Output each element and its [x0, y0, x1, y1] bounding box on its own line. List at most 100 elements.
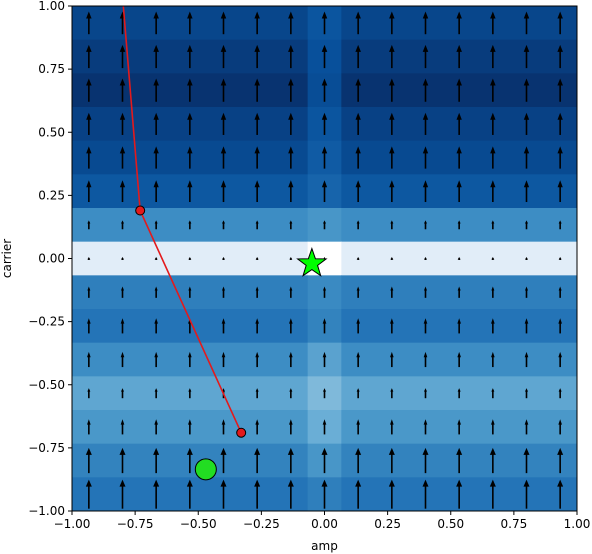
- arrow-head: [188, 419, 192, 425]
- arrow-head: [355, 112, 361, 120]
- arrow-head: [422, 78, 429, 86]
- quiver-arrow: [558, 220, 562, 230]
- quiver-arrow: [422, 146, 429, 169]
- arrow-head: [456, 44, 462, 52]
- quiver-arrow: [187, 44, 193, 69]
- quiver-arrow: [188, 256, 192, 261]
- arrow-head: [87, 419, 91, 425]
- quiver-arrow: [321, 447, 328, 474]
- arrow-head: [422, 146, 429, 154]
- quiver-arrow: [154, 318, 158, 334]
- quiver-arrow: [491, 318, 495, 334]
- arrow-head: [322, 318, 327, 324]
- quiver-arrow: [390, 351, 394, 368]
- arrow-head: [154, 318, 158, 324]
- quiver-arrow: [187, 146, 193, 169]
- quiver-arrow: [188, 286, 192, 298]
- arrow-head: [220, 146, 227, 154]
- arrow-head: [154, 256, 158, 260]
- arrow-head: [558, 351, 562, 358]
- quiver-arrow: [390, 286, 394, 298]
- y-tick-label: 0.50: [38, 125, 65, 139]
- quiver-arrow: [87, 256, 91, 261]
- x-tick-label: −0.75: [117, 517, 154, 531]
- quiver-arrow: [254, 479, 261, 509]
- quiver-arrow: [154, 388, 158, 399]
- arrow-head: [321, 479, 328, 487]
- quiver-arrow: [388, 447, 395, 474]
- y-tick-label: −0.25: [28, 315, 65, 329]
- arrow-head: [288, 180, 294, 188]
- arrow-head: [558, 318, 562, 324]
- quiver-arrow: [287, 479, 294, 509]
- arrow-head: [288, 11, 294, 19]
- quiver-arrow: [289, 318, 293, 334]
- quiver-arrow: [355, 112, 361, 135]
- quiver-arrow: [255, 351, 259, 368]
- quiver-arrow: [457, 256, 461, 261]
- quiver-arrow: [525, 220, 528, 230]
- arrow-head: [424, 220, 427, 224]
- quiver-arrow: [491, 286, 495, 298]
- quiver-arrow: [490, 112, 496, 135]
- arrow-head: [221, 318, 226, 324]
- quiver-arrow: [557, 44, 563, 69]
- quiver-arrow: [491, 388, 495, 399]
- arrow-head: [322, 419, 327, 425]
- arrow-head: [153, 479, 160, 487]
- quiver-arrow: [356, 351, 360, 368]
- quiver-arrow: [489, 447, 496, 474]
- x-tick-label: −0.25: [243, 517, 280, 531]
- arrow-head: [153, 78, 159, 86]
- quiver-arrow: [187, 78, 193, 102]
- quiver-arrow: [422, 112, 429, 135]
- quiver-arrow: [423, 419, 428, 435]
- arrow-head: [154, 351, 158, 358]
- arrow-head: [86, 11, 92, 19]
- quiver-arrow: [254, 112, 260, 135]
- quiver-field: [85, 11, 564, 509]
- arrow-head: [222, 286, 225, 291]
- arrow-head: [355, 44, 361, 52]
- quiver-arrow: [557, 11, 563, 35]
- trajectory-point: [236, 427, 247, 438]
- arrow-head: [289, 318, 293, 324]
- arrow-head: [558, 419, 562, 425]
- arrow-head: [356, 256, 360, 260]
- quiver-arrow: [321, 180, 328, 203]
- quiver-arrow: [422, 78, 429, 102]
- arrow-head: [424, 286, 427, 291]
- quiver-arrow: [220, 447, 227, 474]
- arrow-head: [422, 112, 429, 120]
- quiver-arrow: [356, 419, 360, 435]
- quiver-arrow: [389, 112, 395, 135]
- arrow-head: [491, 256, 495, 260]
- arrow-head: [355, 146, 361, 154]
- quiver-arrow: [288, 11, 294, 35]
- arrow-head: [220, 44, 227, 52]
- arrow-head: [153, 11, 159, 19]
- quiver-arrow: [87, 419, 91, 435]
- quiver-arrow: [523, 44, 530, 69]
- arrow-head: [356, 351, 360, 358]
- trajectory: [122, 6, 247, 438]
- quiver-arrow: [424, 220, 427, 230]
- quiver-arrow: [119, 78, 126, 102]
- arrow-head: [356, 286, 360, 291]
- arrow-head: [254, 78, 260, 86]
- arrow-head: [356, 388, 360, 392]
- quiver-arrow: [355, 479, 362, 509]
- quiver-arrow: [153, 44, 159, 69]
- quiver-arrow: [323, 388, 326, 399]
- arrow-head: [255, 388, 259, 392]
- quiver-arrow: [255, 318, 259, 334]
- quiver-arrow: [86, 11, 92, 35]
- arrow-head: [355, 78, 361, 86]
- arrow-head: [254, 180, 260, 188]
- quiver-arrow: [456, 447, 463, 474]
- quiver-arrow: [355, 447, 362, 474]
- arrow-head: [119, 112, 126, 120]
- quiver-arrow: [424, 256, 427, 261]
- quiver-arrow: [322, 318, 327, 334]
- quiver-arrow: [87, 318, 91, 334]
